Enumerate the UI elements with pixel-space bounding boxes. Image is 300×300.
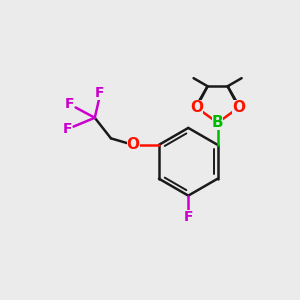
Text: F: F <box>184 210 193 224</box>
Text: O: O <box>232 100 245 115</box>
Text: B: B <box>212 115 224 130</box>
Text: F: F <box>63 122 72 136</box>
Text: F: F <box>65 97 74 111</box>
Text: O: O <box>190 100 203 115</box>
Text: F: F <box>94 86 104 100</box>
Text: O: O <box>127 137 140 152</box>
